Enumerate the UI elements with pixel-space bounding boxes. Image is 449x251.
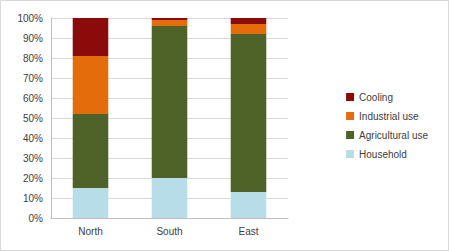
svg-text:20%: 20%: [23, 173, 43, 184]
svg-text:Household: Household: [359, 149, 407, 160]
svg-text:40%: 40%: [23, 133, 43, 144]
svg-text:60%: 60%: [23, 93, 43, 104]
svg-text:East: East: [238, 226, 258, 237]
svg-text:70%: 70%: [23, 73, 43, 84]
svg-text:Cooling: Cooling: [359, 92, 393, 103]
svg-text:North: North: [78, 226, 102, 237]
svg-text:30%: 30%: [23, 153, 43, 164]
svg-text:10%: 10%: [23, 193, 43, 204]
svg-text:100%: 100%: [17, 13, 43, 24]
svg-text:80%: 80%: [23, 53, 43, 64]
svg-text:50%: 50%: [23, 113, 43, 124]
svg-text:90%: 90%: [23, 33, 43, 44]
svg-text:Agricultural use: Agricultural use: [359, 130, 428, 141]
svg-text:South: South: [156, 226, 182, 237]
svg-text:0%: 0%: [29, 213, 44, 224]
svg-text:Industrial use: Industrial use: [359, 111, 419, 122]
